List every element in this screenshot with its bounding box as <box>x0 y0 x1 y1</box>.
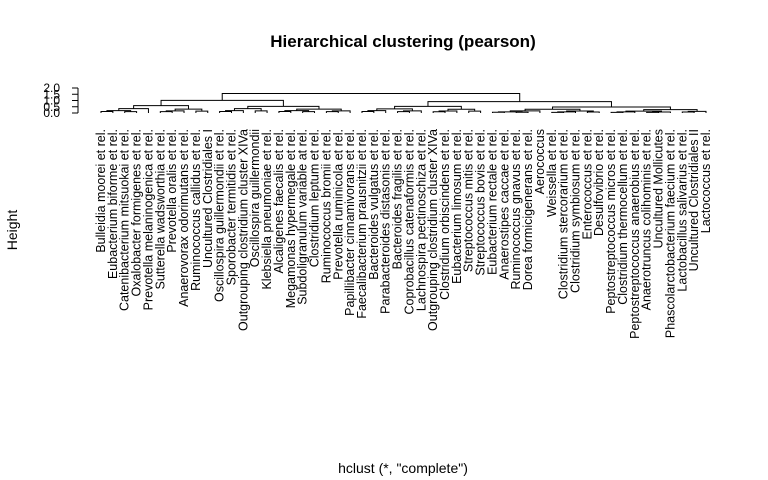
y-axis: 0.00.51.01.52.0 <box>43 81 79 120</box>
dendrogram-branch <box>524 108 581 112</box>
leaf-label: Parabacteroides distasonis et rel. <box>379 129 393 314</box>
dendrogram-branch <box>106 110 132 112</box>
y-tick-label: 1.5 <box>43 87 60 101</box>
leaf-label: Oscillospira guillermondii <box>248 129 262 267</box>
y-tick-label: 0.5 <box>43 100 60 114</box>
dendrogram-branch <box>325 111 339 113</box>
leaf-label: Phascolarctobacterium faecium et rel. <box>663 129 677 338</box>
dendrogram-branch <box>219 111 232 113</box>
leaf-label: Streptococcus bovis et rel. <box>474 129 488 276</box>
dendrogram-branch <box>468 110 482 113</box>
leaf-label: Prevotella oralis et rel. <box>165 129 179 253</box>
leaf-label: Peptostreptococcus anaerobius et rel. <box>628 129 642 339</box>
dendrogram-branch <box>397 111 410 113</box>
leaf-label: Faecalibacterium prausnitzii et rel. <box>355 129 369 319</box>
y-tick-label: 2.0 <box>43 81 60 95</box>
leaf-label: Papillibacter cinnamivorans et rel. <box>343 129 357 316</box>
leaf-label: Lactobacillus salivarius et rel. <box>675 129 689 292</box>
dendrogram-branch <box>233 108 262 111</box>
y-axis-label: Height <box>4 210 20 251</box>
dendrogram-branch <box>509 110 541 113</box>
dendrogram-branch <box>361 111 375 113</box>
y-tick-label: 0.0 <box>43 106 60 120</box>
leaf-label: Bacteroides vulgatus et rel. <box>367 129 381 280</box>
dendrogram-branch <box>118 108 149 113</box>
dendrogram-branch <box>124 111 138 113</box>
leaf-label: Clostridium symbiosum et rel. <box>569 129 583 293</box>
leaf-label: Clostridium thermocellum et rel. <box>616 129 630 305</box>
leaf-label: Ruminococcus callidus et rel. <box>189 129 203 291</box>
y-tick-label: 1.0 <box>43 94 60 108</box>
leaf-labels: Bulleidia moorei et rel.Eubacterium bifo… <box>94 129 713 339</box>
dendrogram-branch <box>221 93 521 102</box>
dendrogram-branch <box>438 110 458 113</box>
leaf-label: Outgrouping clostridium cluster XIVa <box>426 129 440 331</box>
dendrogram-branch <box>447 108 476 112</box>
dendrogram-branch <box>610 111 624 113</box>
dendrogram-branch <box>195 110 209 113</box>
leaf-label: Catenibacterium mitsuokai et rel. <box>118 129 132 311</box>
leaf-label: Prevotella melaninogenica et rel. <box>141 129 155 310</box>
dendrogram-branch <box>687 110 707 113</box>
dendrogram-branch <box>491 111 505 113</box>
leaf-label: Sutterella wadsworthia et rel. <box>153 129 167 290</box>
leaf-label: Peptostreptococcus micros et rel. <box>604 129 618 314</box>
dendrogram-branch <box>247 105 320 110</box>
dendrogram-branch <box>551 111 565 113</box>
leaf-label: Anaerostipes caccae et rel. <box>497 129 511 280</box>
leaf-label: Eubacterium rectale et rel. <box>485 129 499 275</box>
leaf-label: Dorea formicigenerans et rel. <box>521 129 535 290</box>
leaf-label: Lactococcus et rel. <box>699 129 713 233</box>
dendrogram-branch <box>586 111 600 113</box>
dendrogram-branch <box>515 111 529 113</box>
leaf-label: Desulfovibrio et rel. <box>592 129 606 236</box>
leaf-label: Clostridium stercorarium et rel. <box>557 129 571 299</box>
dendrogram-branch <box>403 110 422 113</box>
leaf-label: Enterococcus et rel. <box>580 129 594 239</box>
leaf-label: Weissella et rel. <box>545 129 559 217</box>
x-axis-label: hclust (*, "complete") <box>338 460 468 476</box>
dendrogram-branch <box>302 111 316 113</box>
leaf-label: Ruminococcus gnavus et rel. <box>509 129 523 290</box>
leaf-label: Subdoligranulum variable at rel. <box>296 129 310 305</box>
dendrogram-branch <box>681 111 695 113</box>
dendrogram-branch <box>625 110 663 113</box>
leaf-label: Alcaligenes faecalis et rel. <box>272 129 286 274</box>
chart-title: Hierarchical clustering (pearson) <box>270 32 535 51</box>
leaf-label: Oscillospira guillermondii et rel. <box>213 129 227 302</box>
leaf-label: Oxalobacter formigenes et rel. <box>130 129 144 296</box>
leaf-label: Streptococcus mitis et rel. <box>462 129 476 272</box>
leaf-label: Outgrouping clostridium cluster XIVa <box>236 129 250 331</box>
leaf-label: Clostridium leptum et rel. <box>308 129 322 267</box>
leaf-label: Uncultured Clostridiales II <box>687 129 701 271</box>
leaf-label: Klebsiella pneumoniae et rel. <box>260 129 274 290</box>
leaf-label: Coprobacillus catenaformis et rel. <box>402 129 416 315</box>
dendrogram-branch <box>100 110 114 113</box>
leaf-label: Lachnospira pectinoschiza et rel. <box>414 129 428 311</box>
dendrogram-branch <box>254 110 268 113</box>
leaf-label: Eubacterium limosum et rel. <box>450 129 464 284</box>
dendrogram-branch <box>159 111 173 113</box>
leaf-label: Aerococcus <box>533 129 547 194</box>
leaf-label: Anaerotruncus colihominis et rel. <box>640 129 654 310</box>
dendrogram-branch <box>278 110 292 113</box>
dendrogram-branch <box>432 111 446 113</box>
leaf-label: Eubacterium biforme et rel. <box>106 129 120 279</box>
dendrogram-branch <box>557 111 577 113</box>
leaf-label: Bacteroides fragilis et rel. <box>391 129 405 269</box>
leaf-label: Ruminococcus bromii et rel. <box>319 129 333 283</box>
leaf-label: Bulleidia moorei et rel. <box>94 129 108 253</box>
leaf-label: Sporobacter termitidis et rel. <box>224 129 238 285</box>
leaf-label: Uncultured Mollicutes <box>652 129 666 249</box>
leaf-label: Uncultured Clostridiales I <box>201 129 215 268</box>
dendrogram-tree <box>100 93 707 113</box>
dendrogram-branch <box>616 111 636 113</box>
leaf-label: Prevotella ruminicola et rel. <box>331 129 345 280</box>
leaf-label: Megamonas hypermegale et rel. <box>284 129 298 308</box>
leaf-label: Clostridium orbiscindens et rel. <box>438 129 452 300</box>
leaf-label: Anaerovorax odorimutans et rel. <box>177 129 191 307</box>
dendrogram-branch <box>394 105 462 110</box>
